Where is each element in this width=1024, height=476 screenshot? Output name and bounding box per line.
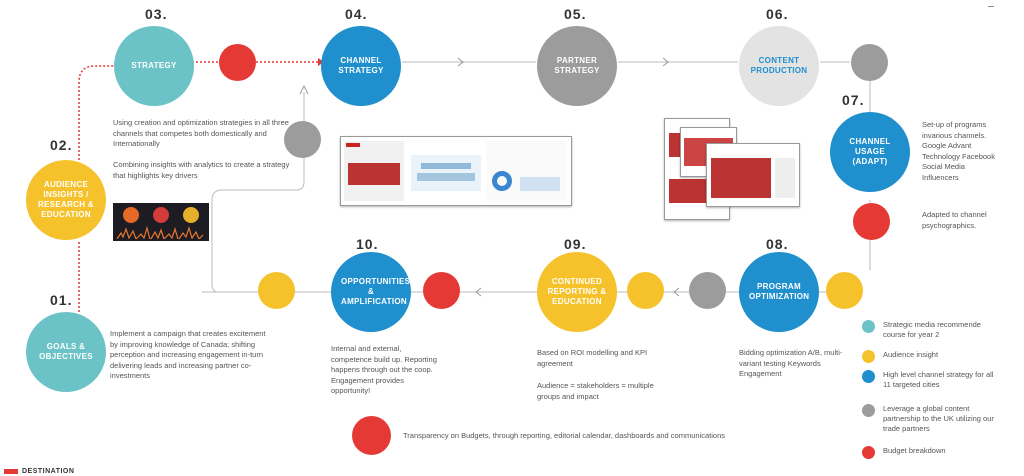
budget-dot: [352, 416, 391, 455]
strategy-description-2: Combining insights with analytics to cre…: [113, 160, 290, 180]
opportunities-circle: OPPORTUNITIES & AMPLIFICATION: [331, 252, 411, 332]
step-number-02: 02.: [50, 137, 73, 153]
partner-strategy-label: PARTNER STRATEGY: [554, 56, 600, 75]
partner-dot: [284, 121, 321, 158]
audience-dot: [258, 272, 295, 309]
step-number-05: 05.: [564, 6, 587, 22]
legend-item: High level channel strategy for all 11 t…: [862, 370, 1003, 390]
legend-text: High level channel strategy for all 11 t…: [883, 370, 994, 389]
channel-usage-label: CHANNEL USAGE (ADAPT): [849, 137, 891, 166]
content-production-label: CONTENT PRODUCTION: [750, 56, 808, 75]
metric-dot: [153, 207, 169, 223]
legend-swatch: [862, 320, 875, 333]
audience-insights-circle: AUDIENCE INSIGHTS / RESEARCH & EDUCATION: [26, 160, 106, 240]
legend-swatch: [862, 350, 875, 363]
audience-dot: [627, 272, 664, 309]
metric-dot: [123, 207, 139, 223]
channel-strategy-circle: CHANNEL STRATEGY: [321, 26, 401, 106]
budget-dot: [219, 44, 256, 81]
logo-mark: [4, 468, 18, 474]
legend-text: Leverage a global content partnership to…: [883, 404, 994, 433]
destination-logo: DESTINATION: [4, 466, 74, 476]
metric-dot: [183, 207, 199, 223]
optimization-description: Bidding optimization A/B, multi-variant …: [739, 348, 843, 378]
legend-text: Strategic media recommende course for ye…: [883, 320, 981, 339]
audience-dot: [826, 272, 863, 309]
dashboard-screenshot: [340, 136, 572, 206]
opportunities-description: Internal and external, competence build …: [331, 344, 437, 395]
step-number-01: 01.: [50, 292, 73, 308]
strategy-description: Using creation and optimization strategi…: [113, 118, 289, 148]
corner-mark: [988, 6, 994, 7]
strategy-label: STRATEGY: [131, 61, 177, 70]
legend-text: Audience insight: [883, 350, 939, 359]
step-number-03: 03.: [145, 6, 168, 22]
partner-strategy-circle: PARTNER STRATEGY: [537, 26, 617, 106]
audience-insights-label: AUDIENCE INSIGHTS / RESEARCH & EDUCATION: [38, 180, 94, 219]
word-cloud-thumb: [411, 155, 481, 191]
analytics-thumbnail: [113, 203, 209, 241]
step-number-07: 07.: [842, 92, 865, 108]
continued-reporting-label: CONTINUED REPORTING & EDUCATION: [547, 277, 607, 306]
content-screenshot: [706, 143, 800, 207]
step-number-09: 09.: [564, 236, 587, 252]
reporting-description-2: Audience = stakeholders = multiple group…: [537, 381, 654, 401]
channel-usage-description-2: Adapted to channel psychographics.: [922, 210, 987, 230]
reporting-description: Based on ROI modelling and KPI agreement: [537, 348, 648, 368]
budget-dot: [423, 272, 460, 309]
spark-bars: [117, 225, 204, 239]
continued-reporting-circle: CONTINUED REPORTING & EDUCATION: [537, 252, 617, 332]
partner-dot: [689, 272, 726, 309]
step-number-06: 06.: [766, 6, 789, 22]
partner-dot: [851, 44, 888, 81]
chart-thumb: [486, 141, 566, 201]
step-number-08: 08.: [766, 236, 789, 252]
legend-item: Budget breakdown: [862, 446, 1003, 459]
content-production-circle: CONTENT PRODUCTION: [739, 26, 819, 106]
logo-text: DESTINATION: [22, 467, 75, 475]
goals-description: Implement a campaign that creates excite…: [110, 329, 266, 380]
legend-swatch: [862, 446, 875, 459]
program-optimization-circle: PROGRAM OPTIMIZATION: [739, 252, 819, 332]
goals-objectives-label: GOALS & OBJECTIVES: [39, 342, 93, 361]
channel-usage-description: Set-up of programs invarious channels. G…: [922, 120, 995, 182]
channel-usage-circle: CHANNEL USAGE (ADAPT): [830, 112, 910, 192]
legend-swatch: [862, 404, 875, 417]
program-optimization-label: PROGRAM OPTIMIZATION: [749, 282, 810, 301]
step-number-04: 04.: [345, 6, 368, 22]
step-number-10: 10.: [356, 236, 379, 252]
legend-text: Budget breakdown: [883, 446, 946, 455]
budget-note: Transparency on Budgets, through reporti…: [403, 431, 725, 440]
legend-item: Strategic media recommende course for ye…: [862, 320, 1003, 340]
legend-item: Leverage a global content partnership to…: [862, 404, 1007, 434]
goals-objectives-circle: GOALS & OBJECTIVES: [26, 312, 106, 392]
budget-dot: [853, 203, 890, 240]
legend-swatch: [862, 370, 875, 383]
strategy-circle: STRATEGY: [114, 26, 194, 106]
opportunities-label: OPPORTUNITIES & AMPLIFICATION: [341, 277, 411, 306]
web-page-thumb: [344, 141, 404, 201]
channel-strategy-label: CHANNEL STRATEGY: [338, 56, 384, 75]
legend-item: Audience insight: [862, 350, 1003, 363]
